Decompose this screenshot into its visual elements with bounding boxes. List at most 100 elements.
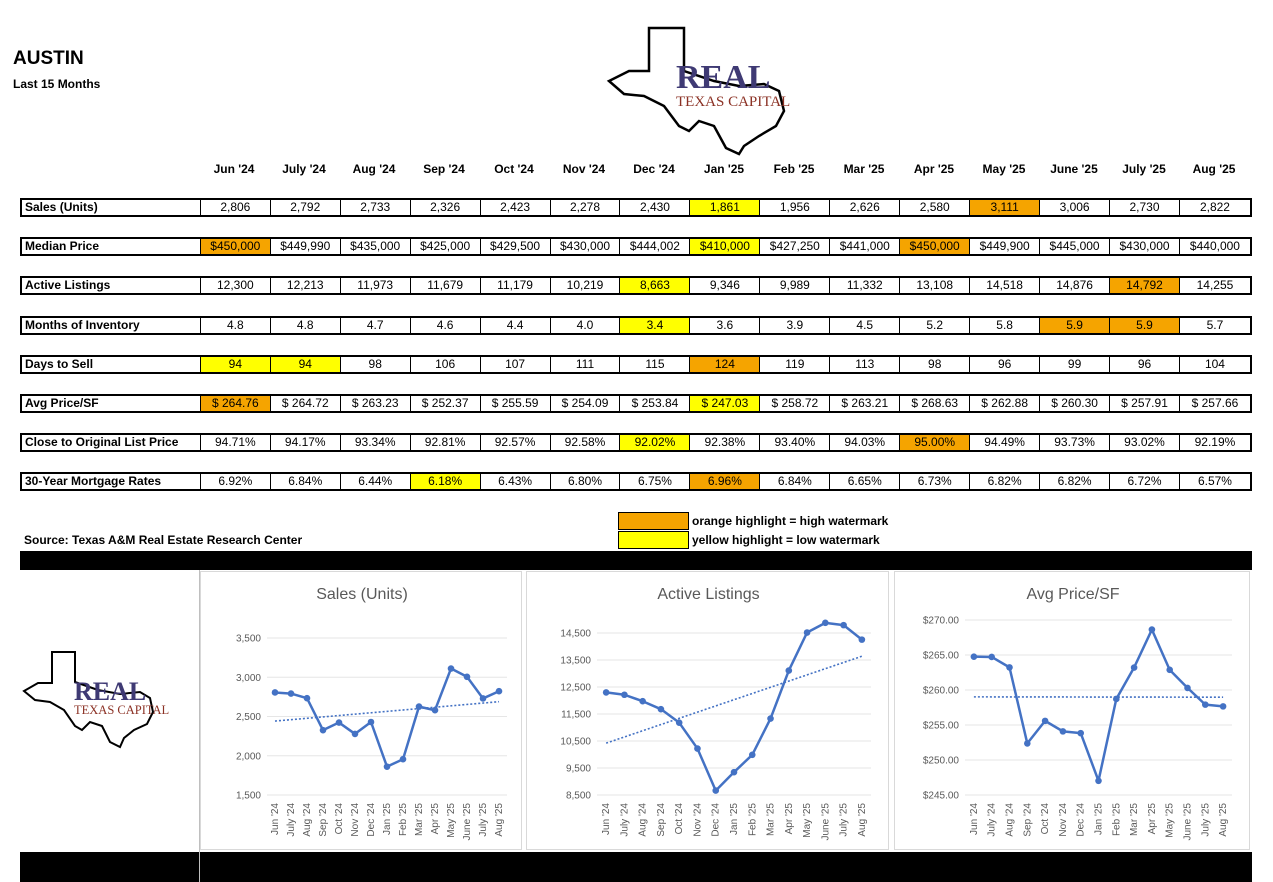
x-tick-label: Sep '24 (1022, 803, 1033, 837)
x-tick-label: July '25 (1200, 803, 1211, 837)
table-cell: $450,000 (200, 239, 271, 254)
x-tick-label: Aug '25 (1218, 803, 1229, 837)
table-cell: $450,000 (900, 239, 971, 254)
data-point (447, 665, 455, 672)
x-tick-label: July '24 (619, 803, 630, 837)
x-tick-label: Aug '24 (302, 803, 313, 837)
table-cell: 115 (620, 357, 691, 372)
table-row: Months of Inventory 4.8 4.8 4.7 4.6 4.4 4.0 3.4… (20, 316, 1252, 335)
series-line (605, 621, 863, 792)
table-cell: 4.5 (830, 318, 901, 333)
row-label: Avg Price/SF (22, 396, 201, 411)
month-header: July '25 (1122, 162, 1166, 176)
y-tick-label: $245.00 (923, 791, 960, 802)
x-tick-label: May '25 (1165, 803, 1176, 838)
y-tick-label: 14,500 (560, 629, 591, 640)
table-cell: 6.44% (341, 474, 411, 489)
x-tick-label: Aug '24 (1005, 803, 1016, 837)
x-tick-label: Sep '24 (318, 803, 329, 837)
table-cell: 6.65% (830, 474, 901, 489)
table-cell: 14,792 (1110, 278, 1180, 293)
table-cell: 6.57% (1197, 474, 1232, 488)
x-tick-label: Jun '24 (270, 803, 281, 835)
series-line (973, 628, 1224, 783)
data-point (335, 719, 343, 726)
table-cell: 4.7 (341, 318, 411, 333)
table-row: Median Price $450,000 $449,990 $435,000 $425… (20, 237, 1252, 256)
table-cell: 92.38% (690, 435, 761, 450)
data-point (639, 697, 646, 705)
table-cell: 6.84% (760, 474, 831, 489)
y-tick-label: $250.00 (923, 756, 960, 767)
table-cell: 107 (481, 357, 551, 372)
table-cell: $445,000 (1040, 239, 1111, 254)
table-cell: 4.8 (271, 318, 341, 333)
data-point (399, 755, 407, 763)
table-cell: 1,861 (690, 200, 761, 215)
x-tick-label: Mar '25 (414, 803, 425, 836)
table-cell: 14,518 (970, 278, 1041, 293)
table-cell: 3,111 (970, 200, 1041, 215)
table-cell: 11,973 (341, 278, 411, 293)
table-cell: 3.4 (620, 318, 691, 333)
data-point (621, 691, 628, 699)
data-point (822, 619, 829, 627)
table-cell: 94.71% (201, 435, 271, 450)
data-point (803, 629, 811, 636)
table-cell: 6.80% (551, 474, 621, 489)
y-tick-label: 1,500 (236, 791, 261, 802)
table-cell: 6.82% (970, 474, 1041, 489)
table-row: 30-Year Mortgage Rates 6.92% 6.84% 6.44% 6.1… (20, 472, 1252, 491)
x-tick-label: Oct '24 (1040, 803, 1051, 835)
real-texas-capital-logo-small: REAL TEXAS CAPITAL (22, 651, 169, 749)
table-cell: $430,000 (1110, 239, 1180, 254)
table-cell: $ 264.76 (200, 396, 271, 411)
table-row: Active Listings 12,300 12,213 11,973 11,679 1… (20, 276, 1252, 295)
data-point (1006, 664, 1013, 671)
table-row: Close to Original List Price 94.71% 94.17%… (20, 433, 1252, 452)
data-point (694, 745, 701, 752)
y-tick-label: 13,500 (560, 656, 591, 667)
table-cell: 11,179 (481, 278, 551, 293)
table-cell: 5.9 (1040, 318, 1111, 333)
month-header: Aug '24 (352, 162, 396, 176)
table-cell: 2,278 (551, 200, 621, 215)
y-tick-label: $255.00 (923, 721, 960, 732)
y-tick-label: 11,500 (561, 710, 591, 721)
chart-sales-svg: Sales (Units) 1,500 2,000 2,500 3,000 3,500 Ju… (236, 586, 507, 841)
divider-bar-top (20, 551, 1252, 570)
logo-real-text: REAL (74, 677, 146, 706)
x-tick-label: Oct '24 (334, 803, 345, 835)
table-cell: 5.7 (1206, 318, 1224, 332)
data-point (383, 763, 391, 770)
month-header: July '24 (282, 162, 326, 176)
y-tick-label: 3,500 (236, 634, 261, 645)
data-point (367, 718, 375, 726)
data-point (785, 667, 793, 674)
table-cell: $ 254.09 (551, 396, 621, 411)
x-tick-label: Feb '25 (398, 803, 409, 836)
month-header: Jun '24 (213, 162, 255, 176)
table-cell: 11,679 (411, 278, 481, 293)
period-subtitle: Last 15 Months (13, 77, 101, 91)
x-tick-label: July '24 (286, 803, 297, 837)
data-point (415, 703, 423, 710)
table-cell: $430,000 (551, 239, 621, 254)
table-cell: 2,730 (1110, 200, 1180, 215)
table-cell: 6.96% (690, 474, 761, 489)
data-point (602, 689, 610, 696)
data-point (1219, 703, 1227, 710)
table-cell: $ 264.72 (271, 396, 341, 411)
table-cell: 96 (1110, 357, 1180, 372)
table-cell: $ 257.66 (1191, 396, 1239, 410)
table-cell: 13,108 (900, 278, 971, 293)
y-tick-label: $270.00 (923, 616, 960, 627)
data-point (712, 787, 720, 794)
table-cell: 2,423 (481, 200, 551, 215)
table-cell: 5.9 (1110, 318, 1180, 333)
table-cell: 3.9 (760, 318, 831, 333)
table-cell: 6.75% (620, 474, 691, 489)
month-header: Feb '25 (773, 162, 815, 176)
x-tick-label: Apr '25 (1147, 803, 1158, 835)
legend-low-swatch (618, 531, 689, 549)
